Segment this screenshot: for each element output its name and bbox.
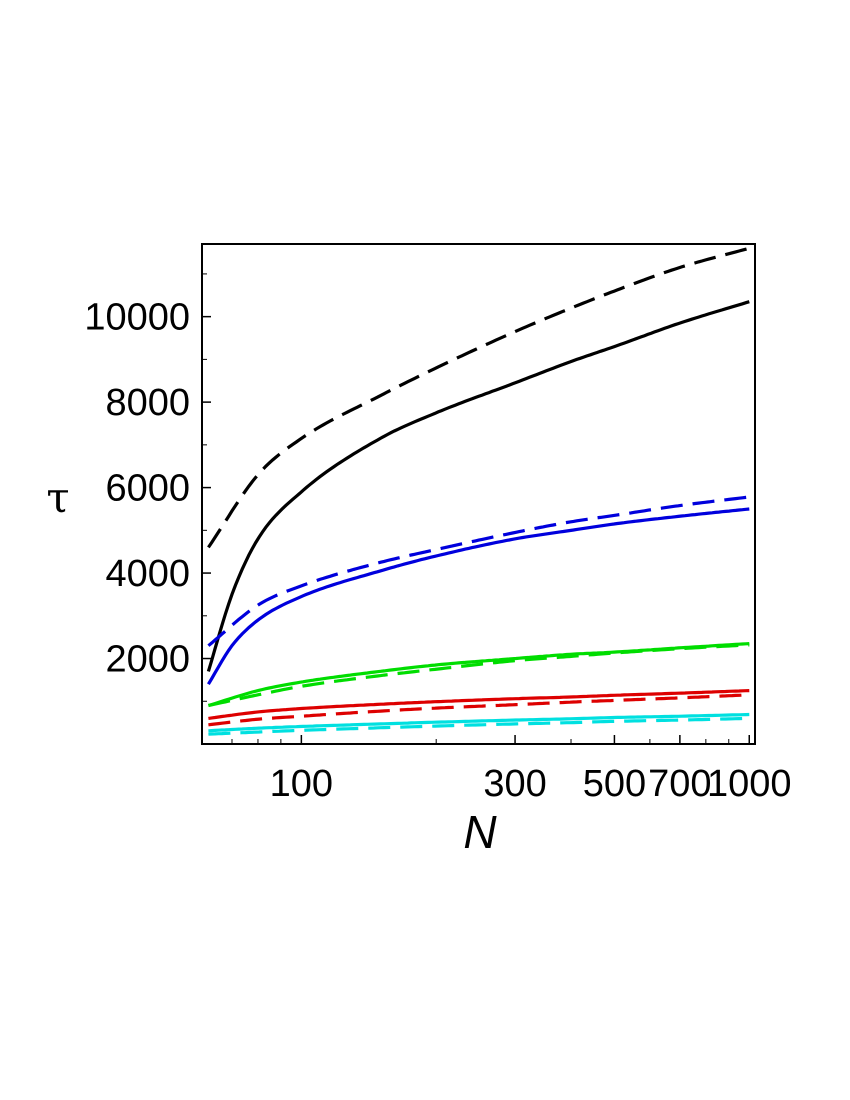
x-tick-label: 700: [648, 763, 711, 805]
series-line-8: [208, 693, 750, 727]
series-line-6: [208, 643, 750, 708]
y-tick-label: 8000: [105, 382, 190, 424]
y-tick-label: 10000: [84, 297, 190, 339]
y-tick-label: 6000: [105, 468, 190, 510]
series-line-2: [206, 300, 750, 672]
series-line-3: [207, 495, 750, 647]
y-tick-label: 2000: [105, 639, 190, 681]
x-tick-label: 100: [270, 763, 333, 805]
series-line-5: [207, 642, 750, 708]
x-axis-title: N: [463, 806, 497, 858]
series-line-9: [208, 712, 750, 733]
y-axis-title: τ: [46, 473, 69, 522]
x-tick-label: 300: [483, 763, 546, 805]
series-line-4: [207, 507, 750, 686]
series-layer: [206, 246, 750, 736]
series-line-7: [208, 689, 750, 720]
x-tick-label: 1000: [707, 763, 792, 805]
y-tick-label: 4000: [105, 553, 190, 595]
plot-frame: [201, 243, 756, 745]
series-line-10: [208, 716, 750, 736]
x-tick-label: 500: [583, 763, 646, 805]
series-line-1: [207, 246, 750, 549]
